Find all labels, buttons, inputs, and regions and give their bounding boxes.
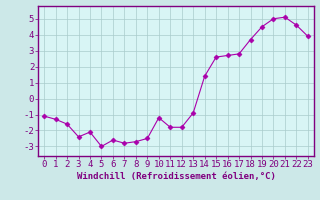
X-axis label: Windchill (Refroidissement éolien,°C): Windchill (Refroidissement éolien,°C) (76, 172, 276, 181)
